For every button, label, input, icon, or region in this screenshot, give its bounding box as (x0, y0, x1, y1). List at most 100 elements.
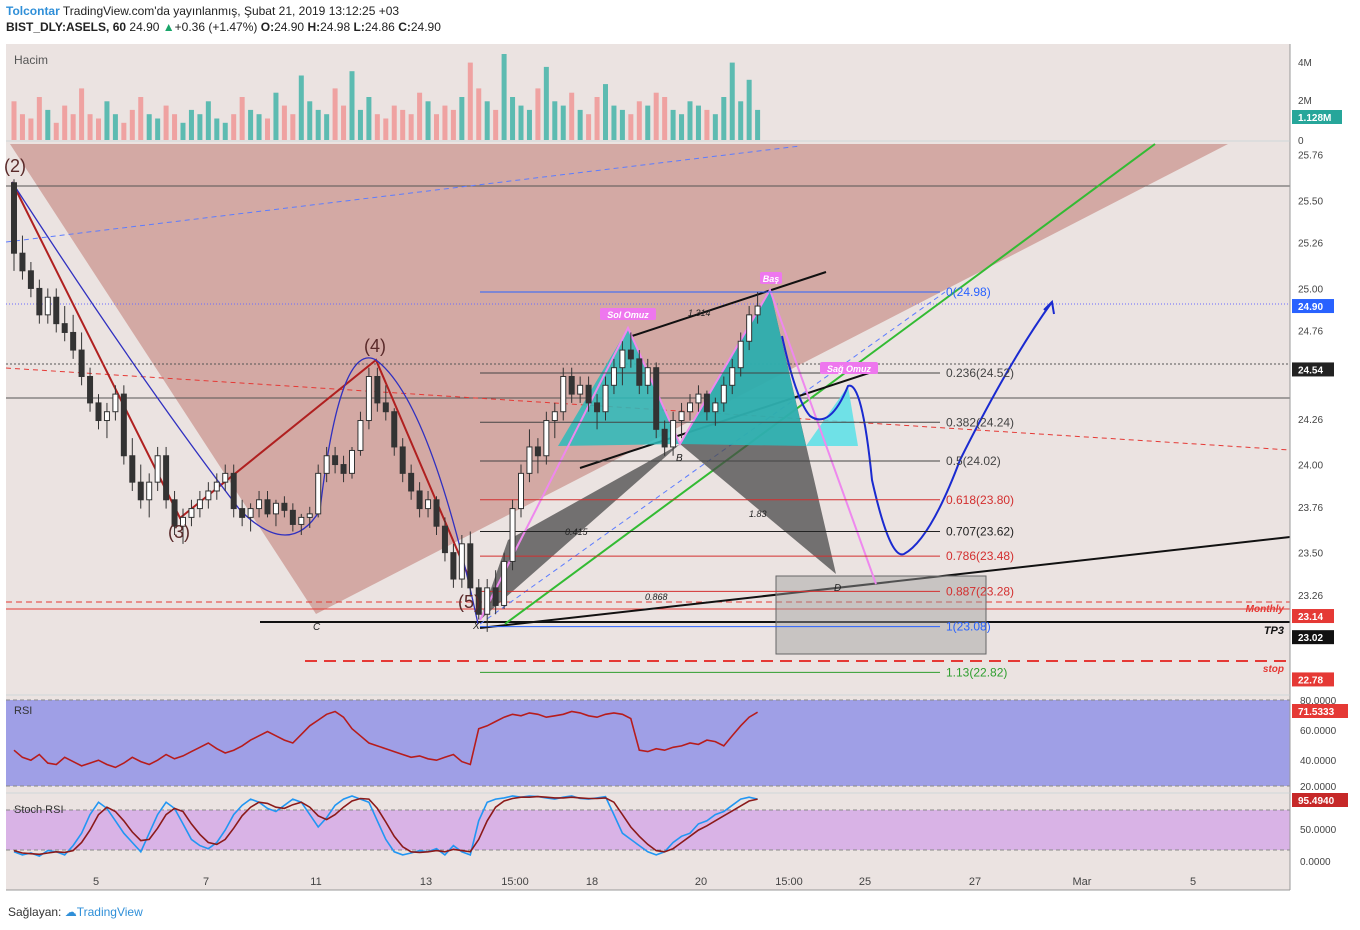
stoch-scale-50: 50.0000 (1300, 825, 1337, 836)
candle-body (289, 509, 296, 525)
volume-bar (484, 101, 490, 140)
volume-bar (155, 118, 161, 140)
volume-bar (315, 109, 321, 140)
stoch-scale-0: 0.0000 (1300, 857, 1331, 868)
black-support-trendline (479, 536, 1291, 629)
chart-header: Tolcontar TradingView.com'da yayınlanmış… (6, 3, 1346, 39)
volume-bar (400, 109, 406, 140)
candle-body (585, 384, 592, 404)
head-tag-bg (760, 272, 782, 284)
volume-bar (603, 84, 608, 140)
volume-bar (146, 114, 152, 140)
candle-body (222, 472, 229, 483)
price-axis-label: 24.00 (1298, 461, 1323, 472)
volume-bar (729, 62, 735, 140)
close-value: 24.90 (410, 20, 441, 34)
volume-last-tag-bg (1292, 110, 1342, 124)
volume-bar (256, 114, 262, 140)
rsi-line (13, 710, 759, 769)
projection-path (781, 301, 1053, 556)
candle-body (653, 367, 660, 430)
price-axis[interactable]: 25.76 25.50 25.26 25.00 24.76 24.26 24.00 23.76… (1298, 151, 1323, 645)
volume-bar (493, 109, 499, 140)
volume-bar (349, 71, 355, 140)
rsi-band (6, 700, 1290, 786)
rsi-last-tag: 71.5333 (1298, 707, 1335, 718)
rsi-scale-60: 60.0000 (1300, 726, 1337, 737)
candle-body (594, 402, 601, 413)
low-label: L: (353, 20, 365, 34)
price-axis-label: 23.26 (1298, 591, 1323, 602)
volume-bar (501, 54, 507, 140)
price-axis-label: 24.76 (1298, 327, 1323, 338)
volume-bar (738, 101, 744, 140)
time-axis-label: 11 (310, 876, 321, 888)
volume-bar (687, 101, 693, 140)
volume-title: Hacim (14, 53, 48, 67)
price-tag: 23.14 (1298, 612, 1323, 623)
fibonacci-levels: 0(24.98) 0.236(24.52) 0.382(24.24) 0.5(24.0… (480, 285, 1014, 679)
ohlc-line: BIST_DLY:ASELS, 60 24.90 ▲+0.36 (+1.47%)… (6, 19, 1346, 35)
volume-bar (62, 105, 68, 140)
candle-body (171, 499, 178, 527)
candle-body (560, 375, 567, 413)
ratio-0868: 0.868 (645, 592, 668, 602)
tradingview-link[interactable]: TradingView (76, 905, 143, 919)
fib-level-label: 0.382(24.24) (946, 415, 1014, 429)
open-value: 24.90 (274, 20, 305, 34)
candle-body (11, 182, 17, 254)
fib-level-label: 0.618(23.80) (946, 493, 1014, 507)
elliott-wave-line (11, 181, 471, 581)
candle-body (298, 516, 305, 525)
point-x-label: X (472, 621, 480, 632)
candle-body (256, 499, 263, 510)
time-axis-label: 15:00 (501, 876, 529, 888)
candle-body (272, 502, 279, 515)
candle-body (44, 296, 51, 316)
candle-body (95, 402, 102, 422)
volume-bar (307, 101, 313, 140)
candle-body (129, 455, 136, 483)
candle-body (518, 472, 524, 510)
candle-body (627, 349, 634, 360)
time-axis-label: 20 (695, 876, 707, 888)
candle-body (340, 464, 347, 474)
right-shoulder-shape (806, 386, 858, 446)
fib-level-label: 0.236(24.52) (946, 366, 1014, 380)
volume-bar (619, 109, 625, 140)
time-axis-label: Mar (1073, 876, 1092, 888)
publish-line: Tolcontar TradingView.com'da yayınlanmış… (6, 3, 1346, 19)
symbol-label[interactable]: BIST_DLY:ASELS, 60 (6, 20, 127, 34)
author-name[interactable]: Tolcontar (6, 4, 60, 18)
candle-body (695, 393, 702, 404)
time-axis[interactable]: 5 7 11 13 15:00 18 20 15:00 25 27 Mar 5 (93, 876, 1196, 888)
volume-bar (611, 105, 617, 140)
volume-bar (273, 92, 279, 140)
candle-body (425, 499, 432, 510)
time-axis-label: 27 (969, 876, 981, 888)
candle-body (230, 472, 237, 510)
volume-bar (366, 97, 372, 140)
target-box (775, 575, 987, 655)
time-axis-label: 15:00 (775, 876, 803, 888)
volume-bar (518, 105, 524, 140)
candle-body (70, 331, 77, 351)
left-shoulder-tag: Sol Omuz (607, 310, 649, 320)
candle-body (264, 499, 271, 515)
volume-bar (645, 105, 651, 140)
price-tag: 23.02 (1298, 633, 1323, 644)
price-chart[interactable]: 0(24.98) 0.236(24.52) 0.382(24.24) 0.5(24.0… (0, 40, 1360, 898)
volume-bar (459, 97, 465, 140)
candle-body (315, 472, 322, 515)
volume-bar (205, 101, 211, 140)
tp3-label: TP3 (1264, 625, 1284, 637)
fib-level-label: 0.707(23.62) (946, 524, 1014, 538)
candle-body (737, 340, 744, 369)
candle-body (619, 349, 626, 369)
wave-4-label: (4) (364, 336, 386, 356)
volume-bar (112, 114, 118, 140)
last-price: 24.90 (129, 20, 160, 34)
volume-bar (265, 118, 270, 140)
volume-bar (476, 88, 482, 140)
candle-body (602, 384, 609, 413)
